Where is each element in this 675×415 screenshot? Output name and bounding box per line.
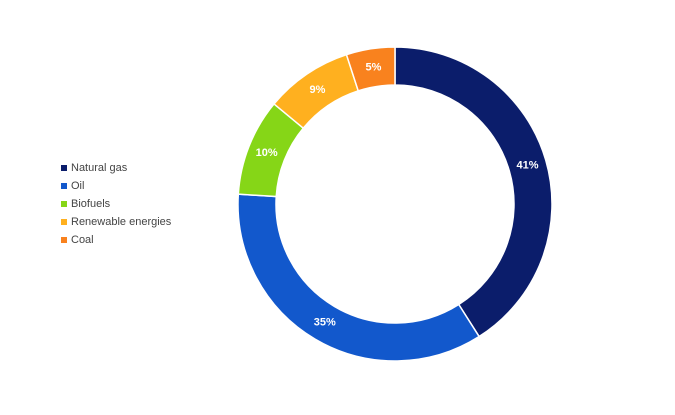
legend-swatch: [61, 219, 67, 225]
legend-swatch: [61, 183, 67, 189]
data-label: 9%: [309, 84, 325, 96]
data-label: 35%: [314, 317, 336, 329]
legend-label: Coal: [71, 234, 94, 246]
legend-swatch: [61, 237, 67, 243]
data-label: 41%: [517, 159, 539, 171]
legend-label: Renewable energies: [71, 216, 172, 228]
legend-swatch: [61, 201, 67, 207]
slice: [345, 46, 396, 92]
legend-label: Natural gas: [71, 162, 128, 174]
legend-label: Oil: [71, 180, 84, 192]
slice: [237, 193, 481, 362]
data-label: 5%: [365, 62, 381, 74]
slice: [394, 46, 553, 338]
legend-label: Biofuels: [71, 198, 111, 210]
legend-swatch: [61, 165, 67, 171]
data-label: 10%: [256, 147, 278, 159]
